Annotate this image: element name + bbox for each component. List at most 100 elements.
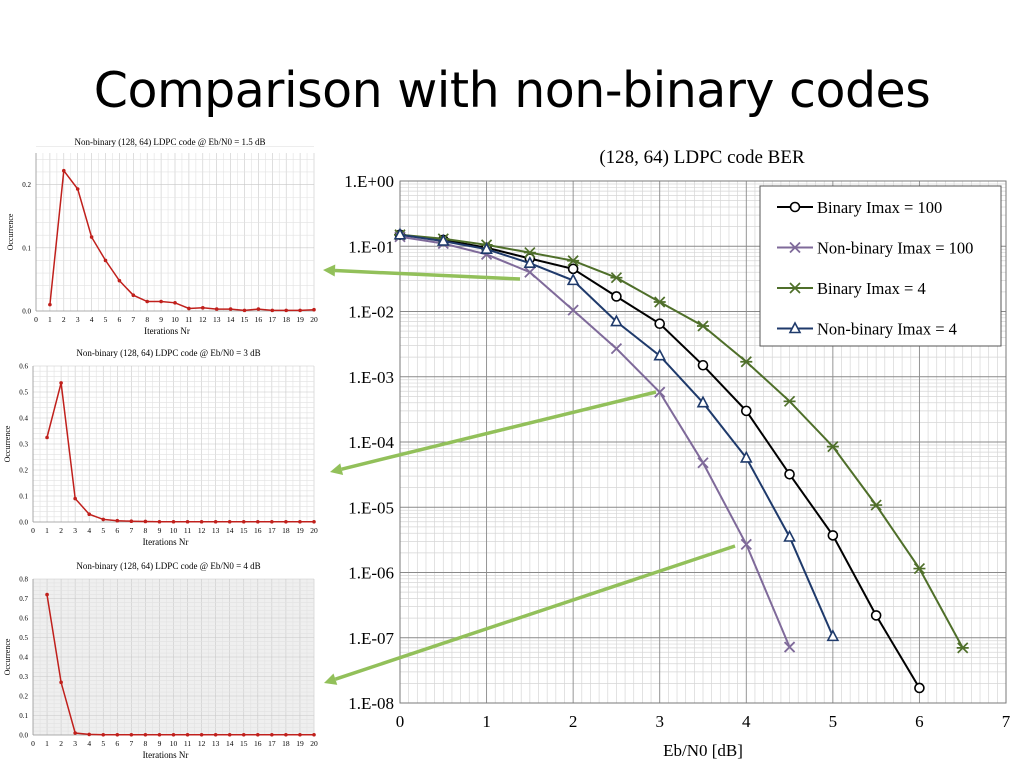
data-point — [101, 733, 106, 737]
x-tick-label: 4 — [87, 739, 91, 748]
x-tick-label: 4 — [90, 315, 94, 324]
x-tick-label: 2 — [59, 526, 63, 535]
data-point-circle — [789, 201, 801, 213]
data-point — [45, 592, 49, 597]
data-point — [157, 733, 162, 737]
x-tick-label: 2 — [59, 739, 63, 748]
y-axis-label: Occurrence — [3, 425, 12, 462]
x-tick-label: 16 — [254, 739, 262, 748]
data-point-star — [653, 296, 666, 308]
data-point — [241, 519, 246, 524]
y-tick-label: 1.E-01 — [348, 237, 394, 256]
data-point-circle — [870, 610, 882, 621]
data-point-star — [783, 395, 796, 407]
data-point-triangle — [436, 233, 450, 246]
x-tick-label: 0 — [396, 712, 405, 731]
data-point-circle — [697, 359, 709, 371]
data-point-x — [783, 641, 796, 653]
x-tick-label: 0 — [31, 739, 35, 748]
y-axis-label: Occurrence — [3, 638, 12, 675]
callout-arrow — [323, 264, 521, 281]
chart-title: Non-binary (128, 64) LDPC code @ Eb/N0 =… — [74, 137, 265, 147]
x-axis-label: Iterations Nr — [143, 537, 189, 547]
x-tick-label: 12 — [199, 315, 207, 324]
data-point — [117, 278, 122, 283]
x-tick-label: 12 — [198, 739, 206, 748]
data-point — [115, 518, 120, 523]
data-point — [213, 733, 218, 737]
data-point — [87, 732, 91, 737]
y-tick-label: 0.5 — [19, 634, 28, 642]
data-point-triangle — [788, 321, 802, 334]
data-point-circle — [784, 468, 795, 480]
data-point — [255, 519, 260, 524]
y-tick-label: 1.E-03 — [348, 368, 394, 387]
data-point — [73, 731, 77, 735]
legend: Binary Imax = 100 Non-binary Imax = 100 Bi… — [759, 185, 1002, 347]
data-point-star — [789, 282, 801, 294]
x-tick-label: 20 — [310, 315, 318, 324]
x-tick-label: 18 — [282, 315, 290, 324]
x-tick-label: 17 — [268, 739, 276, 748]
data-point-star — [697, 320, 709, 332]
x-tick-label: 7 — [129, 739, 133, 748]
data-point-x — [567, 304, 579, 316]
x-axis-label: Eb/N0 [dB] — [663, 741, 743, 760]
data-point-circle — [611, 291, 622, 302]
x-tick-label: 3 — [655, 712, 664, 731]
slide-title: Comparison with non-binary codes — [93, 62, 931, 119]
arrow-head — [330, 463, 344, 475]
x-tick-label: 2 — [62, 315, 66, 324]
chart-title: Non-binary (128, 64) LDPC code @ Eb/N0 =… — [76, 561, 260, 571]
x-tick-label: 13 — [212, 739, 220, 748]
x-tick-label: 6 — [118, 315, 122, 324]
data-point — [185, 733, 190, 737]
x-tick-label: 11 — [184, 526, 191, 535]
callout-arrow — [330, 390, 657, 475]
data-point — [89, 235, 94, 239]
y-tick-label: 0.3 — [19, 441, 28, 449]
data-point — [173, 300, 177, 305]
x-tick-label: 10 — [170, 739, 178, 748]
ber-chart: 1.E+00 1.E-01 1.E-02 1.E-03 1.E-04 1.E-05 1.E-… — [344, 147, 1010, 760]
x-tick-label: 13 — [213, 315, 221, 324]
data-point — [129, 519, 134, 524]
x-tick-label: 15 — [240, 526, 248, 535]
x-tick-label: 19 — [296, 315, 304, 324]
data-point-triangle — [783, 529, 796, 542]
data-point-x — [524, 266, 536, 278]
arrow-head — [324, 673, 338, 685]
y-tick-label: 0.5 — [19, 389, 28, 397]
x-tick-label: 2 — [569, 712, 578, 731]
x-tick-label: 5 — [829, 712, 838, 731]
data-point — [73, 496, 77, 501]
x-tick-label: 11 — [184, 739, 191, 748]
x-tick-label: 0 — [34, 315, 38, 324]
data-point — [312, 733, 316, 737]
x-tick-label: 6 — [115, 526, 119, 535]
data-point-star — [740, 356, 753, 368]
x-tick-label: 3 — [76, 315, 80, 324]
legend-entry: Binary Imax = 100 — [817, 198, 942, 217]
data-point-star — [956, 642, 969, 654]
data-point — [129, 733, 134, 737]
y-tick-label: 0.1 — [19, 493, 28, 501]
legend-entry: Non-binary Imax = 4 — [817, 320, 957, 339]
data-point — [143, 733, 148, 737]
data-point-triangle — [696, 395, 710, 408]
x-tick-label: 16 — [255, 315, 263, 324]
x-tick-label: 4 — [87, 526, 91, 535]
x-tick-label: 9 — [158, 739, 162, 748]
data-point-triangle — [610, 314, 623, 327]
x-tick-label: 15 — [241, 315, 249, 324]
legend-entry: Binary Imax = 4 — [817, 279, 926, 298]
data-point — [213, 519, 218, 524]
x-tick-label: 11 — [185, 315, 192, 324]
data-point-star — [826, 441, 839, 453]
data-point — [87, 512, 91, 516]
data-point-star — [610, 272, 623, 284]
x-tick-label: 7 — [129, 526, 133, 535]
y-tick-label: 0.0 — [19, 519, 28, 527]
data-point — [131, 293, 136, 298]
